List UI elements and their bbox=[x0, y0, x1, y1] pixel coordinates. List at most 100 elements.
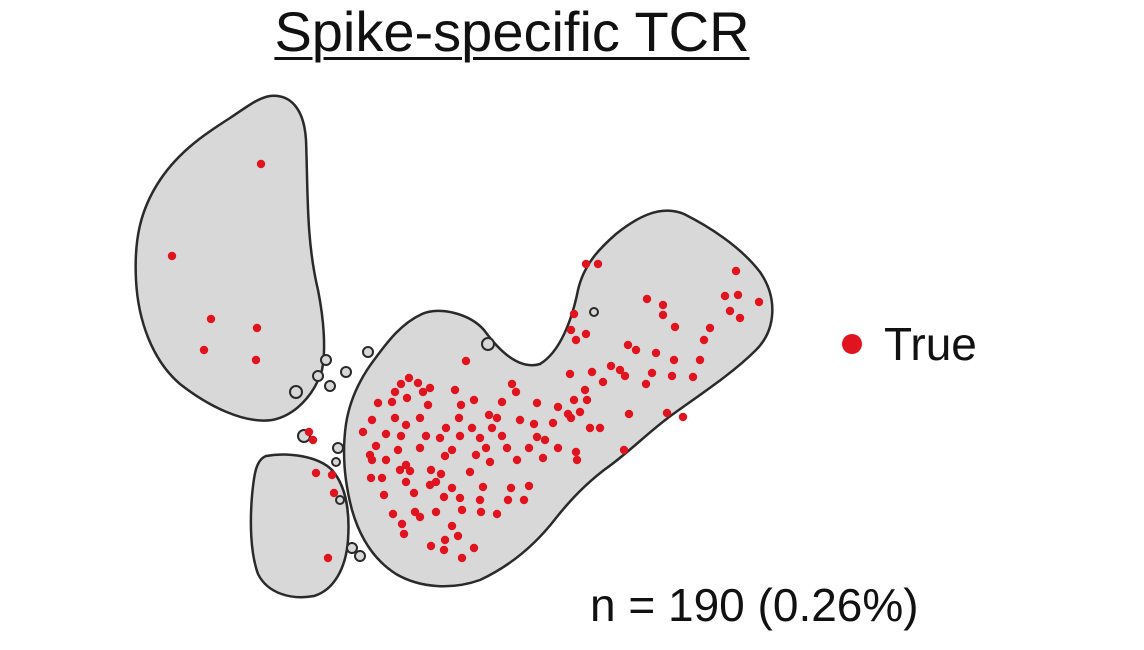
true-point bbox=[327, 470, 337, 480]
true-point bbox=[409, 488, 419, 498]
true-point bbox=[401, 477, 411, 487]
true-point bbox=[441, 423, 451, 433]
true-point bbox=[580, 385, 590, 395]
true-point bbox=[426, 541, 436, 551]
outlier-cell bbox=[481, 337, 495, 351]
outlier-cell bbox=[331, 457, 341, 467]
true-point bbox=[401, 460, 411, 470]
outlier-cells bbox=[289, 307, 599, 562]
true-point bbox=[503, 495, 513, 505]
true-point bbox=[469, 543, 479, 553]
true-point bbox=[447, 445, 457, 455]
true-point bbox=[381, 455, 391, 465]
true-point bbox=[524, 481, 534, 491]
true-point bbox=[733, 290, 743, 300]
true-point bbox=[455, 431, 465, 441]
true-point bbox=[453, 531, 463, 541]
true-point bbox=[397, 519, 407, 529]
true-point bbox=[425, 383, 435, 393]
true-point bbox=[455, 493, 465, 503]
outlier-cell bbox=[332, 442, 344, 454]
true-point bbox=[705, 323, 715, 333]
true-point bbox=[454, 413, 464, 423]
true-point bbox=[658, 300, 668, 310]
true-point bbox=[399, 529, 409, 539]
true-point bbox=[587, 367, 597, 377]
true-point bbox=[447, 521, 457, 531]
true-point bbox=[566, 325, 576, 335]
true-point bbox=[497, 397, 507, 407]
true-point bbox=[329, 488, 339, 498]
true-point bbox=[401, 420, 411, 430]
true-point bbox=[308, 435, 318, 445]
true-point bbox=[379, 490, 389, 500]
cluster-top-left bbox=[134, 94, 326, 422]
true-point bbox=[457, 553, 467, 563]
true-point bbox=[519, 495, 529, 505]
legend-marker-true bbox=[842, 334, 862, 354]
true-point bbox=[435, 433, 445, 443]
true-point bbox=[415, 512, 425, 522]
true-point bbox=[457, 505, 467, 515]
true-point bbox=[512, 455, 522, 465]
true-point bbox=[431, 477, 441, 487]
true-point bbox=[585, 423, 595, 433]
true-point bbox=[390, 387, 400, 397]
true-point bbox=[484, 410, 494, 420]
true-point bbox=[667, 371, 677, 381]
true-point bbox=[478, 482, 488, 492]
true-point bbox=[606, 361, 616, 371]
true-point bbox=[641, 379, 651, 389]
true-point bbox=[439, 492, 449, 502]
true-point bbox=[507, 379, 517, 389]
outlier-cell bbox=[354, 550, 366, 562]
outlier-cell bbox=[324, 380, 336, 392]
true-point bbox=[395, 465, 405, 475]
true-point bbox=[450, 385, 460, 395]
true-point bbox=[572, 455, 582, 465]
true-point bbox=[688, 372, 698, 382]
true-point bbox=[581, 329, 591, 339]
true-point bbox=[569, 309, 579, 319]
true-point bbox=[538, 453, 548, 463]
true-point bbox=[502, 443, 512, 453]
true-point bbox=[754, 297, 764, 307]
true-point bbox=[571, 447, 581, 457]
true-point bbox=[548, 418, 558, 428]
true-point bbox=[396, 379, 406, 389]
true-point bbox=[396, 431, 406, 441]
true-point bbox=[367, 415, 377, 425]
true-point bbox=[447, 483, 457, 493]
true-point bbox=[475, 433, 485, 443]
true-point bbox=[662, 408, 672, 418]
true-point bbox=[565, 369, 575, 379]
true-point bbox=[695, 355, 705, 365]
outlier-cell bbox=[340, 366, 352, 378]
true-point bbox=[492, 509, 502, 519]
true-point bbox=[402, 393, 412, 403]
true-point bbox=[731, 266, 741, 276]
true-point bbox=[415, 413, 425, 423]
true-point bbox=[467, 423, 477, 433]
true-point bbox=[529, 419, 539, 429]
true-point bbox=[461, 356, 471, 366]
true-point bbox=[426, 465, 436, 475]
true-point bbox=[582, 395, 592, 405]
true-point bbox=[440, 451, 450, 461]
true-point bbox=[651, 348, 661, 358]
true-point bbox=[619, 445, 629, 455]
true-point bbox=[720, 291, 730, 301]
outlier-cell bbox=[289, 385, 303, 399]
outlier-cell bbox=[362, 346, 374, 358]
outlier-cell bbox=[346, 542, 358, 554]
chart-title: Spike-specific TCR bbox=[274, 0, 750, 63]
true-point bbox=[492, 413, 502, 423]
true-point bbox=[642, 294, 652, 304]
true-point bbox=[481, 443, 491, 453]
true-point bbox=[206, 314, 216, 324]
true-point bbox=[524, 443, 534, 453]
true-point bbox=[598, 377, 608, 387]
true-point bbox=[506, 483, 516, 493]
true-point bbox=[199, 345, 209, 355]
true-point bbox=[405, 466, 415, 476]
